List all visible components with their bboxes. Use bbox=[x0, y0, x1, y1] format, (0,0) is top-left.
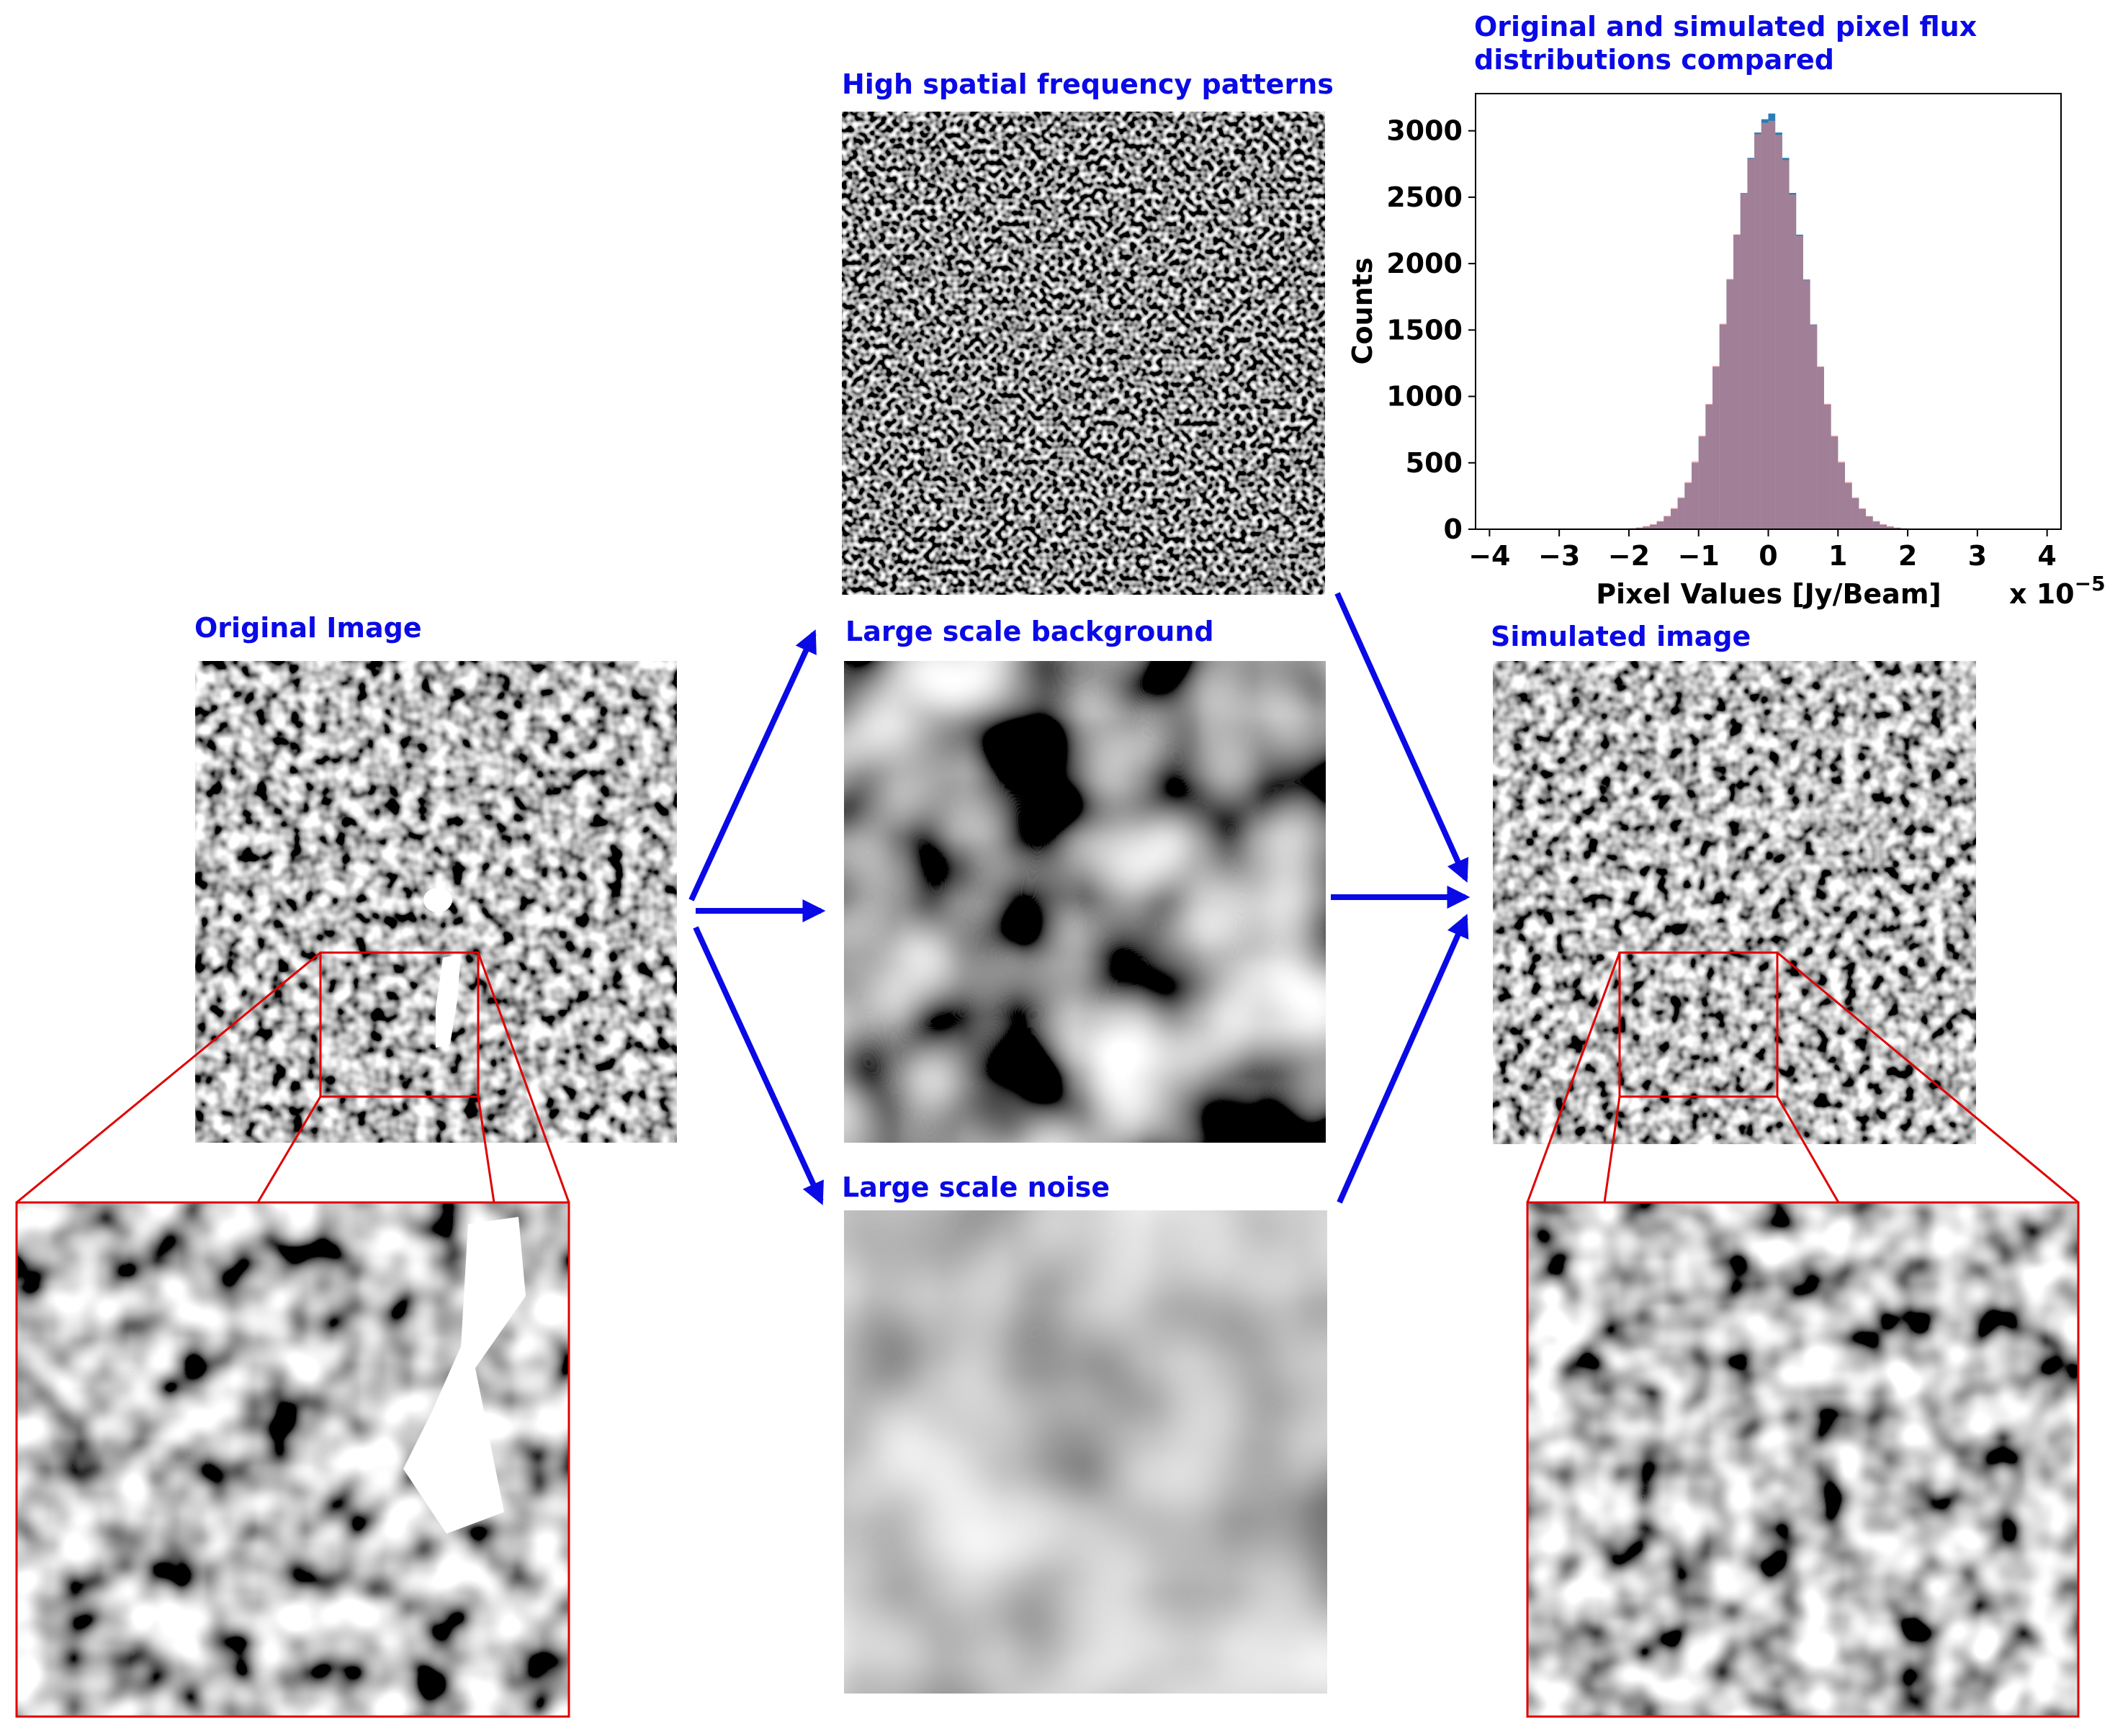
panel-title: High spatial frequency patterns bbox=[842, 68, 1334, 100]
x-tick-label: 1 bbox=[1828, 540, 1847, 572]
histogram-bar bbox=[1851, 497, 1859, 529]
panel-title: Large scale noise bbox=[842, 1171, 1110, 1203]
x-axis-label: Pixel Values [Jy/Beam] bbox=[1596, 578, 1941, 610]
histogram-bar bbox=[1796, 235, 1803, 529]
histogram-bar bbox=[1747, 158, 1755, 529]
histogram-bar bbox=[1719, 323, 1727, 529]
histogram-bar bbox=[1635, 527, 1643, 529]
source-blob bbox=[423, 888, 452, 912]
histogram-bar bbox=[1810, 324, 1818, 529]
histogram-chart: Original and simulated pixel flux distri… bbox=[1347, 11, 2106, 610]
histogram-bar bbox=[1684, 482, 1692, 529]
simulated-image bbox=[1493, 661, 1976, 1144]
histogram-bar bbox=[1768, 120, 1776, 529]
source-blob bbox=[436, 954, 461, 1048]
histogram-bar bbox=[1838, 461, 1845, 529]
histogram-bar bbox=[1754, 134, 1761, 529]
y-tick-label: 1500 bbox=[1386, 314, 1463, 346]
histogram-bar bbox=[1698, 435, 1706, 529]
y-tick-label: 2000 bbox=[1386, 248, 1463, 279]
histogram-bar bbox=[1859, 508, 1866, 529]
histogram-bar bbox=[1872, 521, 1880, 529]
histogram-bar bbox=[1740, 193, 1748, 529]
histogram-bar bbox=[1649, 523, 1657, 529]
y-tick-label: 0 bbox=[1444, 513, 1463, 545]
y-tick-label: 500 bbox=[1406, 447, 1463, 479]
histogram-bar bbox=[1831, 435, 1839, 529]
background-image bbox=[844, 661, 1326, 1143]
x-tick-label: −4 bbox=[1468, 540, 1510, 572]
x-tick-label: 3 bbox=[1968, 540, 1987, 572]
histogram-bar bbox=[1643, 526, 1650, 529]
histogram-bar bbox=[1782, 160, 1790, 530]
x-tick-label: −3 bbox=[1538, 540, 1580, 572]
y-axis-label: Counts bbox=[1347, 258, 1378, 365]
histogram-bar bbox=[1817, 366, 1824, 529]
histogram-bar bbox=[1789, 194, 1797, 529]
high-frequency-image bbox=[842, 112, 1325, 595]
histogram-bar bbox=[1671, 508, 1678, 529]
histogram-bar bbox=[1677, 497, 1685, 529]
offset-exponent: −5 bbox=[2075, 572, 2106, 595]
flow-arrows bbox=[688, 592, 1471, 1205]
x-tick-label: 4 bbox=[2037, 540, 2056, 572]
y-tick-label: 1000 bbox=[1386, 381, 1463, 413]
x-tick-label: −2 bbox=[1608, 540, 1650, 572]
chart-title: distributions compared bbox=[1474, 44, 1834, 76]
y-tick-label: 2500 bbox=[1386, 181, 1463, 213]
panel-title: Large scale background bbox=[845, 616, 1214, 647]
zoom-indicators bbox=[15, 951, 2080, 1718]
histogram-bar bbox=[1712, 366, 1720, 529]
histogram-bar bbox=[1705, 403, 1713, 529]
histogram-bar bbox=[1893, 527, 1901, 529]
histogram-bar bbox=[1823, 403, 1831, 529]
x-tick-label: 2 bbox=[1898, 540, 1917, 572]
histogram-bar bbox=[1692, 461, 1699, 529]
histogram-bar bbox=[1866, 516, 1873, 529]
histogram-bar bbox=[1802, 280, 1810, 529]
simulated-zoom bbox=[1527, 1202, 2078, 1717]
x-tick-label: −1 bbox=[1678, 540, 1720, 572]
histogram-bar bbox=[1733, 234, 1741, 529]
y-tick-label: 3000 bbox=[1386, 115, 1463, 147]
panel-title: Simulated image bbox=[1491, 621, 1751, 652]
histogram-bar bbox=[1761, 122, 1769, 529]
histogram-bar bbox=[1775, 135, 1782, 529]
histogram-bar bbox=[1664, 516, 1671, 529]
histogram-bar bbox=[1880, 523, 1887, 529]
x-tick-label: 0 bbox=[1759, 540, 1777, 572]
histogram-bar bbox=[1726, 279, 1734, 529]
panel-title: Original Image bbox=[194, 612, 422, 644]
noise-image bbox=[844, 1210, 1327, 1694]
offset-base: x 10 bbox=[2009, 578, 2075, 610]
offset-text: x 10−5 bbox=[2009, 572, 2106, 610]
source-blob-zoom bbox=[403, 1217, 526, 1534]
chart-title: Original and simulated pixel flux bbox=[1474, 11, 1977, 42]
histogram-bar bbox=[1656, 521, 1664, 529]
histogram-bar bbox=[1887, 526, 1894, 529]
histogram-bar bbox=[1844, 482, 1852, 529]
